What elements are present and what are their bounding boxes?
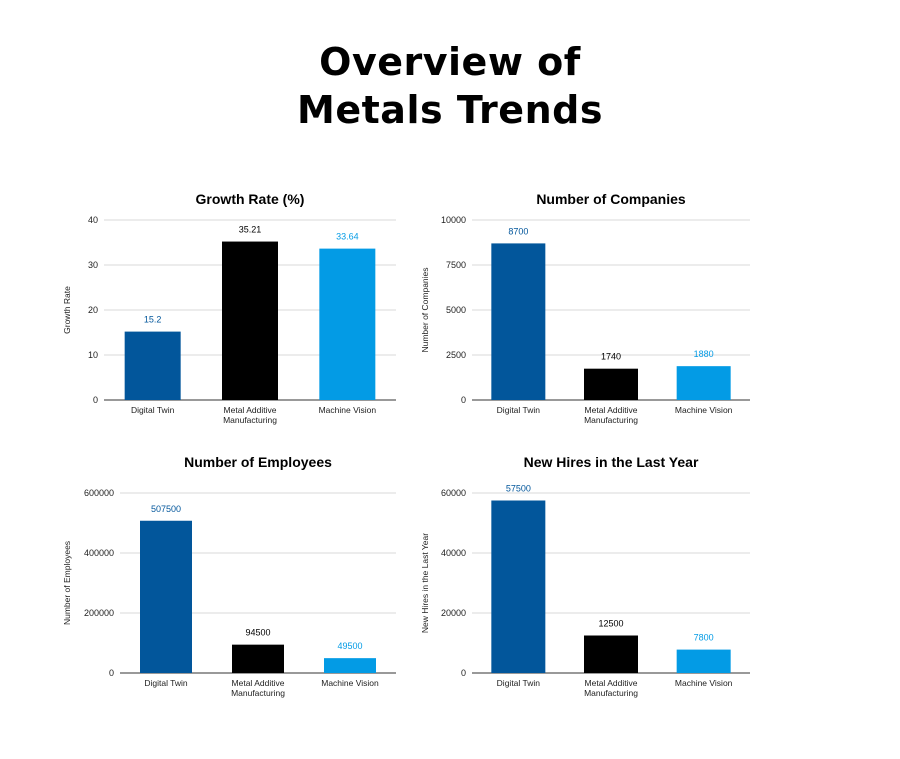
data-label: 33.64	[336, 232, 359, 242]
y-tick-label: 30	[88, 260, 98, 270]
x-tick-label: Metal Additive	[232, 678, 285, 688]
page-title-line-1: Overview of	[319, 40, 581, 84]
data-label: 57500	[506, 484, 531, 494]
x-tick-label: Manufacturing	[231, 688, 285, 698]
data-label: 94500	[245, 628, 270, 638]
y-tick-label: 200000	[84, 608, 114, 618]
chart-title: Growth Rate (%)	[196, 191, 305, 207]
y-axis-label: Number of Companies	[420, 267, 430, 352]
y-tick-label: 5000	[446, 305, 466, 315]
bar-1	[140, 520, 192, 673]
page-title: Overview of Metals Trends	[0, 38, 900, 134]
bar-2	[584, 635, 638, 673]
y-tick-label: 10000	[441, 215, 466, 225]
bar-3	[676, 366, 731, 400]
y-tick-label: 0	[461, 395, 466, 405]
data-label: 49500	[337, 641, 362, 651]
y-tick-label: 20000	[441, 608, 466, 618]
y-tick-label: 0	[461, 668, 466, 678]
data-label: 7800	[694, 633, 714, 643]
x-tick-label: Digital Twin	[497, 405, 541, 415]
chart-title: Number of Employees	[184, 454, 332, 470]
y-axis-label: New Hires in the Last Year	[420, 533, 430, 633]
x-tick-label: Digital Twin	[144, 678, 188, 688]
bar-2	[584, 368, 638, 400]
y-tick-label: 20	[88, 305, 98, 315]
y-tick-label: 7500	[446, 260, 466, 270]
data-label: 507500	[151, 504, 181, 514]
chart-growth-rate: Growth Rate (%) Growth Rate 0 10 20 30 40 15.2 D…	[62, 191, 396, 425]
x-tick-label: Digital Twin	[497, 678, 541, 688]
chart-new-hires: New Hires in the Last Year New Hires in t…	[420, 454, 750, 698]
x-tick-label: Machine Vision	[321, 678, 379, 688]
y-tick-label: 600000	[84, 488, 114, 498]
x-tick-label: Machine Vision	[675, 678, 733, 688]
chart-title: New Hires in the Last Year	[524, 454, 699, 470]
bar-1	[491, 243, 546, 400]
x-tick-label: Manufacturing	[584, 688, 638, 698]
y-tick-label: 60000	[441, 488, 466, 498]
x-tick-label: Metal Additive	[585, 405, 638, 415]
x-tick-label: Machine Vision	[675, 405, 733, 415]
y-tick-label: 400000	[84, 548, 114, 558]
x-tick-label: Manufacturing	[223, 415, 277, 425]
page-title-line-2: Metals Trends	[297, 88, 603, 132]
y-tick-label: 10	[88, 350, 98, 360]
y-tick-label: 40	[88, 215, 98, 225]
bar-1	[491, 500, 546, 673]
y-tick-label: 0	[109, 668, 114, 678]
x-tick-label: Metal Additive	[224, 405, 277, 415]
bar-3	[676, 649, 731, 673]
data-label: 1880	[694, 349, 714, 359]
bar-2	[232, 644, 284, 673]
y-tick-label: 40000	[441, 548, 466, 558]
x-tick-label: Machine Vision	[319, 405, 377, 415]
chart-title: Number of Companies	[536, 191, 686, 207]
data-label: 12500	[598, 619, 623, 629]
data-label: 15.2	[144, 315, 162, 325]
x-tick-label: Digital Twin	[131, 405, 175, 415]
x-tick-label: Manufacturing	[584, 415, 638, 425]
y-axis-label: Number of Employees	[62, 541, 72, 625]
bar-3	[319, 248, 376, 400]
y-axis-label: Growth Rate	[62, 286, 72, 334]
x-tick-label: Metal Additive	[585, 678, 638, 688]
data-label: 8700	[508, 226, 528, 236]
data-label: 35.21	[239, 225, 262, 235]
chart-number-of-companies: Number of Companies Number of Companies 0 2…	[420, 191, 750, 425]
bar-1	[124, 331, 181, 400]
y-tick-label: 2500	[446, 350, 466, 360]
data-label: 1740	[601, 352, 621, 362]
bar-3	[324, 658, 376, 673]
chart-number-of-employees: Number of Employees Number of Employees 0 2…	[62, 454, 396, 698]
y-tick-label: 0	[93, 395, 98, 405]
bar-2	[222, 241, 278, 400]
